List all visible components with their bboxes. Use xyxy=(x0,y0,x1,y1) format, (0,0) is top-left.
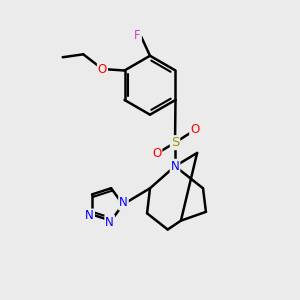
Text: F: F xyxy=(134,29,141,42)
Text: N: N xyxy=(119,196,128,209)
Text: N: N xyxy=(171,160,179,173)
Text: N: N xyxy=(105,216,114,229)
Text: O: O xyxy=(152,147,161,160)
Text: O: O xyxy=(98,62,107,76)
Text: O: O xyxy=(190,124,200,136)
Text: S: S xyxy=(171,136,179,149)
Text: N: N xyxy=(85,209,94,223)
